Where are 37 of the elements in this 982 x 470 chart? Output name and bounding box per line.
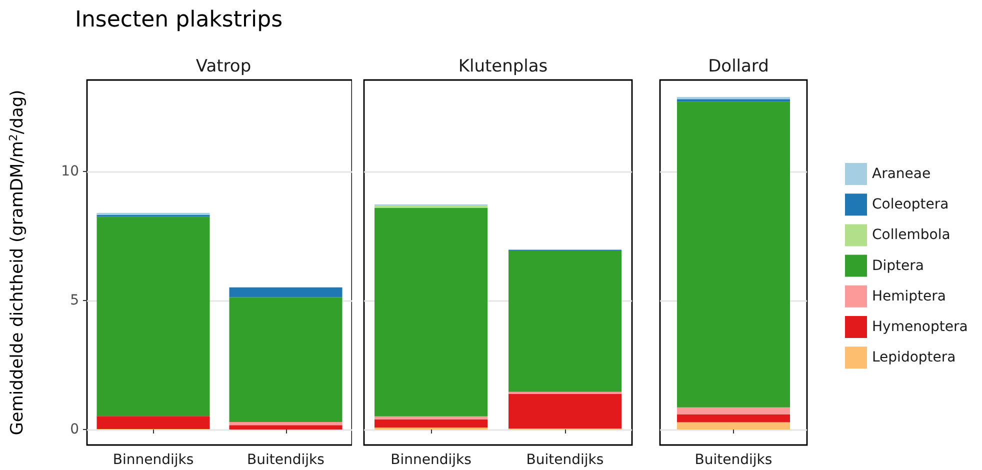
x-tick-label: Binnendijks xyxy=(112,452,194,468)
bar xyxy=(96,416,210,430)
y-tick-label: 5 xyxy=(70,292,79,309)
chart-title: Insecten plakstrips xyxy=(75,8,283,32)
bar xyxy=(229,425,342,430)
bar xyxy=(508,394,622,428)
bar xyxy=(96,216,210,416)
y-tick-label: 10 xyxy=(61,164,79,180)
legend-label: Araneae xyxy=(872,166,931,182)
legend-label: Hemiptera xyxy=(872,288,946,304)
bar xyxy=(374,427,488,430)
bar xyxy=(677,102,790,408)
bar xyxy=(677,407,790,414)
chart-title: Dollard xyxy=(708,56,769,76)
bar xyxy=(229,287,342,298)
bar xyxy=(374,208,488,416)
bar xyxy=(508,250,622,392)
legend-label: Collembola xyxy=(872,227,950,244)
bar xyxy=(677,414,790,422)
chart-subtitle: Vatrop xyxy=(196,56,252,76)
chart-title: Klutenplas xyxy=(458,56,548,76)
legend-label: Hymenoptera xyxy=(872,319,968,335)
x-tick-label: Buitendijks xyxy=(247,452,324,468)
x-tick-label: Buitendijks xyxy=(694,452,772,468)
legend-label: Coleoptera xyxy=(872,196,949,213)
bar xyxy=(374,419,488,428)
legend-label: Diptera xyxy=(872,258,924,274)
bar xyxy=(677,99,790,102)
bar xyxy=(229,297,342,422)
bar xyxy=(229,422,342,426)
bar xyxy=(677,422,790,430)
x-tick-label: Binnendijks xyxy=(390,452,472,468)
y-axis-title: Gemiddelde dichtheid (gramDM/m2/dag) xyxy=(7,90,28,436)
y-tick-label: 0 xyxy=(70,422,79,438)
bar xyxy=(374,416,488,420)
x-tick-label: Buitendijks xyxy=(526,452,604,468)
legend-label: Lepidoptera xyxy=(872,350,956,366)
